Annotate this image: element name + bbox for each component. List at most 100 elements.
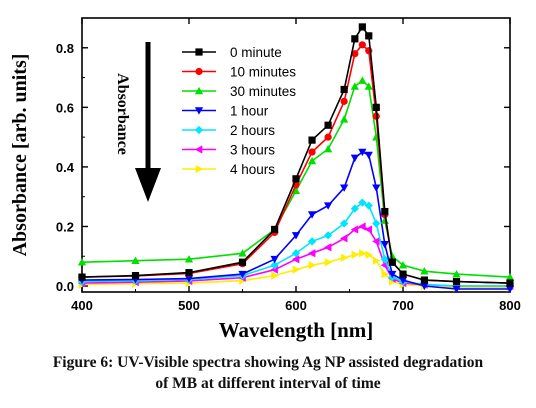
data-point: [340, 253, 349, 262]
data-point: [271, 225, 279, 234]
annotation-label: Absorbance: [114, 73, 131, 155]
data-point: [307, 249, 316, 258]
chart-area: 400 500 600 700 800 0.0 0.2 0.4 0.6 0.8 Wavelength…: [9, 17, 521, 342]
caption-label: Figure 6:: [52, 354, 114, 371]
data-point: [365, 32, 373, 40]
legend-marker: [195, 48, 203, 56]
data-point: [399, 270, 407, 278]
data-point: [131, 256, 140, 265]
data-point: [358, 222, 366, 231]
data-point: [358, 198, 367, 207]
data-point: [452, 285, 461, 294]
data-point: [238, 249, 247, 257]
data-point: [340, 184, 349, 192]
data-point: [350, 225, 359, 234]
data-point: [372, 256, 381, 265]
y-tick-label: 0.0: [56, 279, 74, 294]
data-point: [307, 156, 317, 165]
data-point: [365, 250, 373, 259]
x-tick-label: 800: [499, 298, 521, 313]
data-point: [351, 35, 359, 43]
legend-entry: 0 minute: [230, 45, 282, 60]
x-axis-label: Wavelength [nm]: [219, 318, 374, 342]
data-point: [372, 184, 381, 192]
data-point: [388, 270, 397, 279]
x-tick-label: 600: [285, 298, 307, 313]
data-point: [388, 258, 396, 266]
caption-text-1: UV-Visible spectra showing Ag NP assiste…: [113, 354, 484, 371]
data-point: [238, 270, 247, 279]
data-point: [185, 269, 193, 277]
data-point: [420, 276, 428, 284]
data-point: [351, 50, 359, 58]
data-point: [350, 154, 359, 163]
legend-marker: [194, 145, 203, 154]
caption-line-1: Figure 6: UV-Visible spectra showing Ag …: [0, 352, 536, 373]
uv-vis-chart: 400 500 600 700 800 0.0 0.2 0.4 0.6 0.8 Wavelength…: [9, 17, 521, 342]
data-point: [358, 41, 366, 49]
data-point: [270, 255, 279, 264]
data-point: [452, 277, 461, 286]
data-point: [358, 23, 366, 31]
data-point: [184, 255, 194, 263]
data-point: [131, 272, 140, 280]
legend-entry: 2 hours: [230, 123, 275, 138]
x-tick-label: 400: [71, 298, 93, 313]
data-point: [505, 285, 515, 294]
data-point: [364, 151, 373, 160]
annotation-arrow-head: [135, 168, 161, 202]
data-point: [372, 237, 380, 246]
data-point: [292, 265, 301, 274]
data-point: [184, 275, 194, 283]
data-point: [78, 273, 86, 281]
legend-entry: 10 minutes: [230, 65, 296, 80]
y-tick-label: 0.6: [56, 100, 74, 115]
data-point: [324, 133, 332, 141]
data-point: [388, 252, 397, 260]
data-point: [380, 241, 389, 249]
data-point: [372, 103, 380, 111]
data-point: [324, 121, 332, 129]
data-point: [270, 261, 279, 270]
data-point: [340, 219, 349, 228]
data-point: [420, 282, 429, 291]
figure-caption: Figure 6: UV-Visible spectra showing Ag …: [0, 352, 536, 394]
data-point: [307, 211, 317, 219]
legend-entry: 3 hours: [230, 143, 275, 158]
data-point: [358, 148, 367, 157]
data-point: [291, 255, 300, 264]
legend-marker: [194, 125, 204, 135]
data-point: [324, 258, 333, 267]
data-point: [398, 261, 408, 269]
data-point: [323, 202, 333, 210]
data-point: [291, 186, 301, 195]
data-point: [350, 82, 359, 90]
data-point: [340, 85, 348, 94]
data-point: [308, 136, 316, 144]
data-point: [364, 82, 373, 90]
data-point: [292, 175, 300, 183]
data-point: [359, 249, 367, 258]
legend-entry: 30 minutes: [230, 84, 296, 99]
legend-marker: [194, 107, 204, 115]
data-point: [340, 115, 349, 123]
data-point: [291, 232, 301, 240]
data-point: [420, 267, 429, 275]
data-point: [452, 269, 461, 278]
data-point: [351, 250, 359, 259]
x-tick-label: 700: [392, 298, 414, 313]
data-point: [398, 276, 408, 285]
data-point: [308, 261, 317, 270]
data-point: [340, 97, 348, 105]
data-point: [350, 204, 359, 213]
legend-marker: [194, 86, 204, 95]
y-tick-label: 0.2: [56, 219, 74, 234]
data-point: [271, 271, 279, 280]
data-point: [323, 144, 333, 153]
data-point: [506, 279, 514, 287]
data-point: [308, 148, 316, 156]
y-tick-label: 0.8: [56, 41, 74, 56]
legend-entry: 1 hour: [230, 104, 269, 119]
data-point: [307, 237, 317, 246]
data-point: [323, 231, 333, 240]
